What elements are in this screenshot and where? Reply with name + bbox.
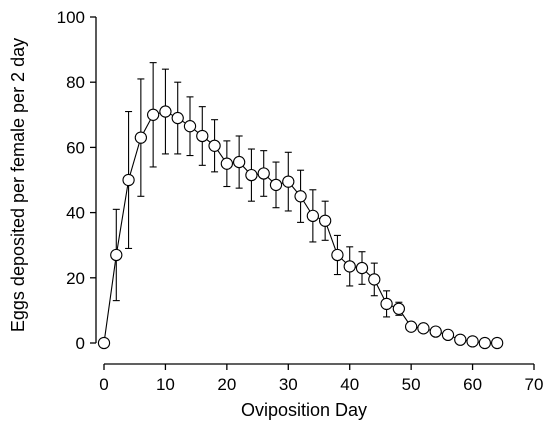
data-point	[355, 261, 369, 275]
data-point	[404, 320, 418, 333]
data-point	[257, 167, 270, 180]
series-line	[103, 110, 498, 344]
data-point	[196, 129, 209, 143]
data-point	[232, 155, 246, 169]
y-axis-ticks: 0 20 40 60 80 100	[57, 8, 96, 353]
data-point	[392, 302, 406, 315]
data-point	[490, 336, 504, 350]
data-point	[146, 108, 160, 121]
data-point	[429, 325, 442, 338]
x-tick-label: 10	[156, 375, 175, 394]
x-tick-label: 40	[340, 375, 359, 394]
y-axis-title: Eggs deposited per female per 2 day	[8, 38, 28, 332]
data-point	[171, 111, 184, 125]
data-point	[110, 248, 123, 262]
x-axis-ticks: 0 10 20 30 40 50 60 70	[99, 364, 543, 394]
data-point	[380, 297, 393, 311]
y-tick-label: 20	[66, 269, 85, 288]
axes	[95, 17, 534, 365]
data-point	[122, 173, 135, 187]
x-tick-label: 60	[463, 375, 482, 394]
x-tick-label: 20	[217, 375, 236, 394]
data-point	[282, 175, 295, 188]
data-point	[208, 139, 221, 152]
data-point	[159, 105, 172, 118]
data-points	[97, 105, 504, 350]
x-tick-label: 30	[279, 375, 298, 394]
data-point	[454, 333, 467, 346]
data-point	[294, 190, 307, 203]
data-point	[478, 336, 492, 350]
data-point	[306, 209, 320, 223]
y-tick-label: 60	[66, 138, 85, 157]
y-tick-label: 40	[66, 204, 85, 223]
data-point	[269, 178, 283, 192]
data-point	[97, 336, 111, 350]
data-point	[343, 260, 356, 273]
data-point	[331, 248, 344, 262]
data-point	[245, 168, 258, 182]
data-point	[220, 157, 234, 170]
y-tick-label: 0	[76, 334, 85, 353]
data-point	[417, 322, 430, 335]
error-bars	[112, 62, 403, 318]
data-point	[466, 335, 479, 348]
x-tick-label: 0	[99, 375, 108, 394]
data-point	[134, 131, 148, 144]
x-tick-label: 50	[402, 375, 421, 394]
x-tick-label: 70	[525, 375, 544, 394]
x-axis-title: Oviposition Day	[241, 400, 367, 420]
data-point	[368, 273, 381, 286]
y-tick-label: 100	[57, 8, 85, 27]
data-point	[183, 120, 197, 133]
y-tick-label: 80	[66, 73, 85, 92]
data-point	[318, 214, 332, 227]
data-point	[441, 328, 455, 341]
